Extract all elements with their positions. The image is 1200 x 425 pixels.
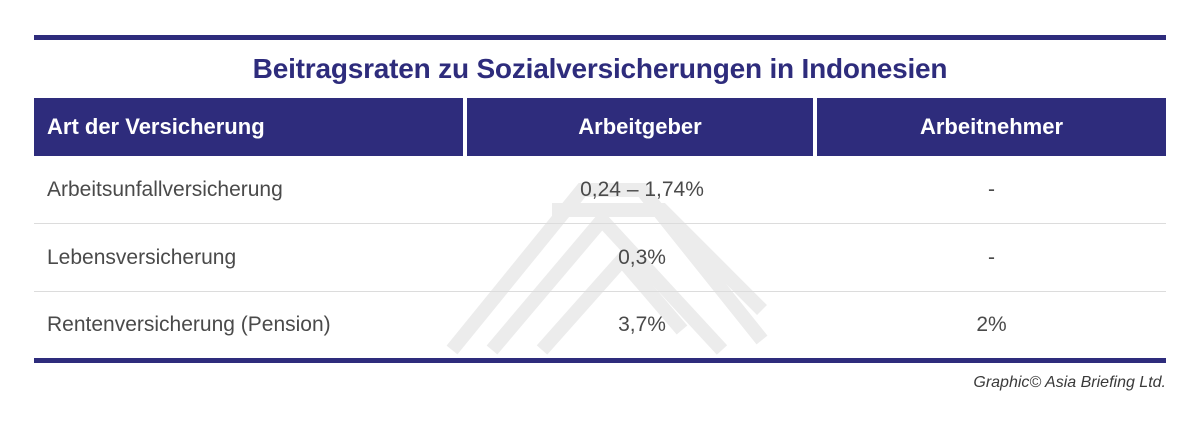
table-header-row: Art der Versicherung Arbeitgeber Arbeitn… <box>34 98 1166 156</box>
cell-employee-rate: - <box>988 245 995 269</box>
table-frame: Beitragsraten zu Sozialversicherungen in… <box>34 35 1166 363</box>
cell-employee-rate: - <box>988 177 995 201</box>
top-rule <box>34 35 1166 40</box>
header-insurance-type: Art der Versicherung <box>34 98 463 156</box>
cell-insurance-type: Arbeitsunfallversicherung <box>47 177 283 201</box>
cell-employer-rate: 0,3% <box>618 245 666 269</box>
header-employer: Arbeitgeber <box>467 98 813 156</box>
table-row: Arbeitsunfallversicherung 0,24 – 1,74% - <box>34 156 1166 224</box>
cell-insurance-type: Rentenversicherung (Pension) <box>47 313 331 336</box>
cell-employee-rate: 2% <box>976 313 1007 336</box>
cell-employer-rate: 3,7% <box>618 313 666 336</box>
table-row: Rentenversicherung (Pension) 3,7% 2% <box>34 292 1166 358</box>
table-row: Lebensversicherung 0,3% - <box>34 224 1166 292</box>
cell-employer-rate: 0,24 – 1,74% <box>580 177 704 201</box>
graphic-credit: Graphic© Asia Briefing Ltd. <box>973 374 1166 391</box>
table-title: Beitragsraten zu Sozialversicherungen in… <box>252 53 948 84</box>
cell-insurance-type: Lebensversicherung <box>47 245 237 269</box>
bottom-rule <box>34 358 1166 363</box>
header-employee: Arbeitnehmer <box>817 98 1166 156</box>
